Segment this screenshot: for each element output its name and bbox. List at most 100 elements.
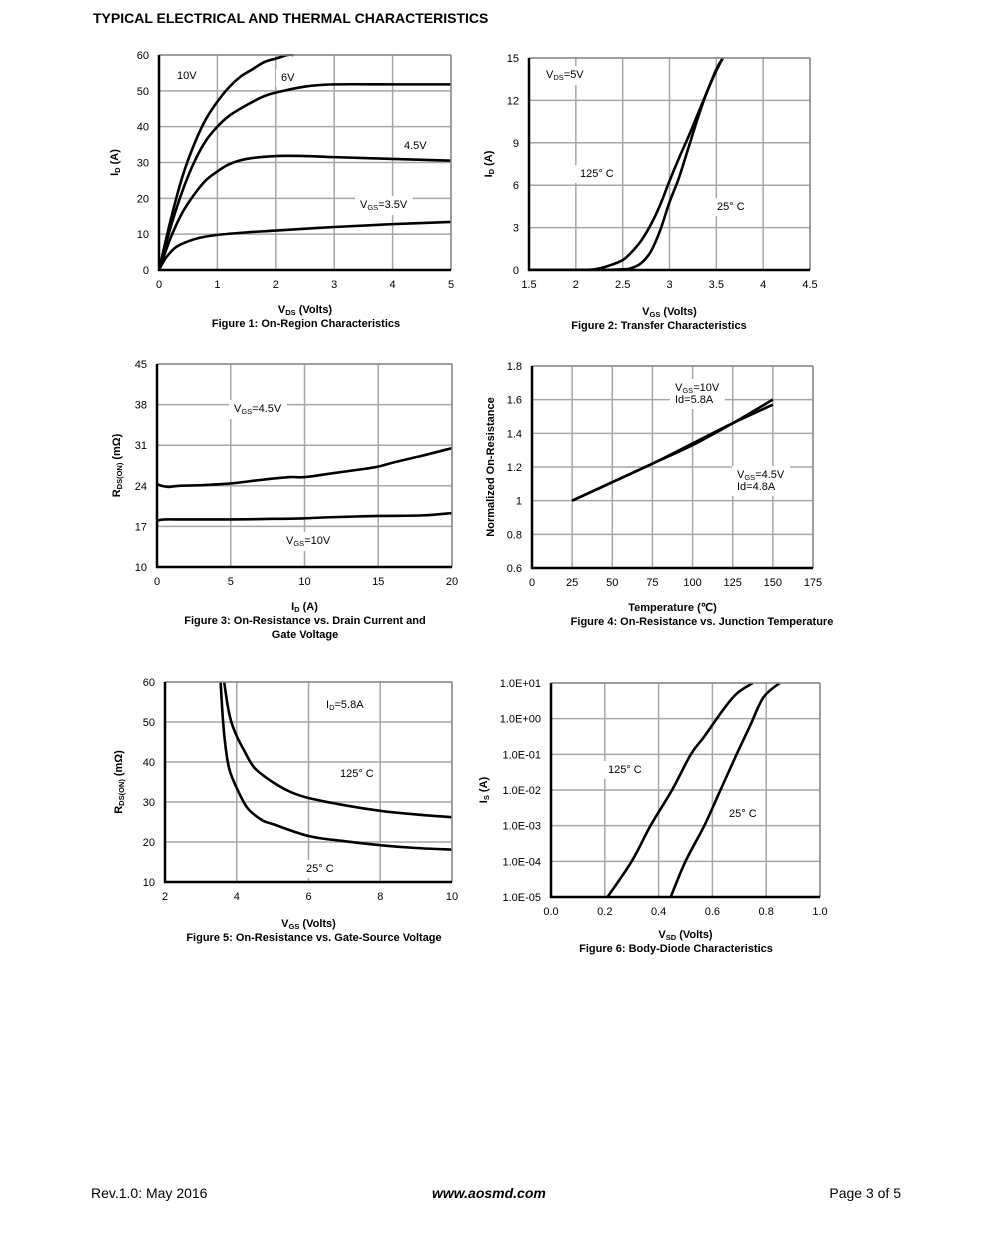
annotation-background: [301, 860, 339, 878]
annotation-text: ID=5.8A: [326, 699, 364, 712]
y-tick-label: 1.0E+01: [500, 678, 541, 690]
annotation-text: 6V: [281, 72, 295, 84]
y-tick-label: 1.2: [507, 462, 522, 474]
x-tick-label: 3.5: [709, 279, 724, 291]
y-tick-label: 12: [507, 95, 519, 107]
annotation-text: 125° C: [580, 168, 614, 180]
chart-title: Figure 2: Transfer Characteristics: [571, 320, 746, 332]
x-tick-label: 15: [372, 576, 384, 588]
y-tick-label: 17: [135, 521, 147, 533]
y-axis-label-rest: (A): [109, 149, 121, 168]
annotation: 125° C: [575, 165, 619, 183]
footer-website[interactable]: www.aosmd.com: [432, 1185, 546, 1201]
footer-revision: Rev.1.0: May 2016: [91, 1185, 208, 1201]
y-tick-label: 1.0E-01: [502, 749, 541, 761]
annotation-background: [732, 466, 790, 496]
y-tick-label: 40: [137, 122, 149, 134]
annotation: VGS=4.5V: [229, 400, 287, 419]
annotation-background: [603, 761, 647, 779]
annotation-text-main: V: [234, 403, 242, 415]
annotation: VGS=10V: [281, 532, 336, 551]
y-tick-label: 30: [137, 158, 149, 170]
annotation-text-main: 4.5V: [404, 140, 427, 152]
y-tick-label: 0: [143, 265, 149, 277]
x-tick-label: 0.8: [759, 906, 774, 918]
y-axis-label-sub: D: [487, 168, 496, 174]
x-tick-label: 5: [228, 576, 234, 588]
y-tick-label: 1.8: [507, 361, 522, 373]
x-tick-label: 175: [804, 577, 822, 589]
series-line: [157, 446, 452, 489]
y-axis-label-rest: (mΩ): [111, 433, 123, 462]
annotation-background: [281, 532, 336, 551]
x-tick-label: 4: [390, 279, 396, 291]
x-tick-label: 5: [448, 279, 454, 291]
x-tick-label: 4: [760, 279, 766, 291]
annotation-text-main: V: [675, 382, 683, 394]
annotation-text: 25° C: [729, 808, 757, 820]
y-tick-label: 10: [135, 562, 147, 574]
y-tick-label: 0: [513, 265, 519, 277]
annotation-text-main: 25° C: [729, 808, 757, 820]
x-tick-label: 6: [305, 891, 311, 903]
annotation-background: [575, 165, 619, 183]
x-tick-label: 4: [234, 891, 240, 903]
annotation-background: [399, 137, 433, 155]
y-tick-label: 1.0E+00: [500, 714, 541, 726]
page-header: TYPICAL ELECTRICAL AND THERMAL CHARACTER…: [93, 10, 489, 26]
annotation-text-rest: =10V: [304, 535, 331, 547]
y-tick-label: 30: [143, 797, 155, 809]
annotation: 25° C: [724, 805, 762, 823]
annotation-background: [229, 400, 287, 419]
series-line: [159, 54, 294, 270]
annotation: 6V: [276, 69, 301, 87]
x-tick-label: 0: [156, 279, 162, 291]
annotation-background: [321, 696, 370, 715]
y-tick-label: 60: [137, 50, 149, 62]
annotation-background: [670, 379, 725, 409]
annotation: 125° C: [335, 765, 379, 783]
footer-page-number: Page 3 of 5: [829, 1185, 901, 1201]
y-axis-label-sub: DS(ON): [115, 462, 124, 489]
annotation-background: [712, 198, 750, 216]
annotation-text-main: 125° C: [608, 764, 642, 776]
annotation-text-sub: GS: [744, 473, 755, 482]
x-tick-label: 20: [446, 576, 458, 588]
annotation-text: 25° C: [717, 201, 745, 213]
annotation-text-main: 125° C: [340, 768, 374, 780]
y-tick-label: 9: [513, 138, 519, 150]
y-axis-label-rest: (mΩ): [113, 750, 125, 779]
annotation: 25° C: [301, 860, 339, 878]
annotation-text-sub: GS: [241, 407, 252, 416]
chart-title: Figure 4: On-Resistance vs. Junction Tem…: [571, 616, 834, 628]
x-tick-label: 3: [331, 279, 337, 291]
y-axis-label-rest: (A): [483, 150, 495, 169]
annotation-text-main: V: [546, 69, 554, 81]
x-tick-label: 0.4: [651, 906, 666, 918]
annotation-text: 125° C: [608, 764, 642, 776]
series-line: [669, 682, 781, 897]
y-tick-label: 45: [135, 359, 147, 371]
annotation-text-sub: DS: [553, 73, 563, 82]
annotation-text-sub: D: [329, 703, 335, 712]
y-axis-label-group: RDS(ON) (mΩ): [111, 433, 124, 497]
y-axis-label-group: IS (A): [478, 776, 491, 803]
y-tick-label: 15: [507, 53, 519, 65]
y-tick-label: 1: [516, 496, 522, 508]
y-axis-label-main: I: [483, 174, 495, 177]
annotation-text-main: 25° C: [306, 863, 334, 875]
x-axis-label-main: V: [642, 306, 650, 318]
y-axis-label-main: I: [478, 800, 490, 803]
x-tick-label: 125: [724, 577, 742, 589]
annotation-background: [335, 765, 379, 783]
x-axis-label-rest: (Volts): [296, 304, 333, 316]
y-axis-label-sub: D: [113, 167, 122, 173]
x-tick-label: 0.0: [543, 906, 558, 918]
annotation-text: VGS=4.5V: [234, 403, 282, 416]
annotation: 25° C: [712, 198, 750, 216]
y-axis-label: Normalized On-Resistance: [485, 397, 497, 536]
y-tick-label: 1.0E-05: [502, 892, 541, 904]
y-axis-label-main: R: [113, 806, 125, 814]
y-axis-label: RDS(ON) (mΩ): [111, 433, 124, 497]
